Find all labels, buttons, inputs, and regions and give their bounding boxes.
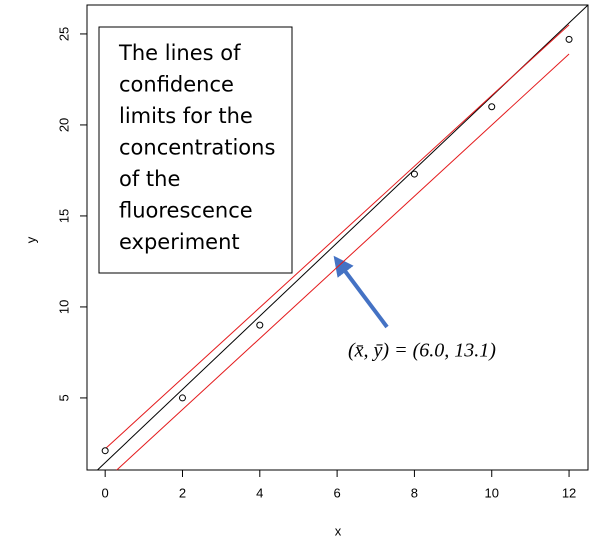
- annotation-frame: [98, 26, 293, 274]
- annotation-arrow-shape: [333, 255, 389, 329]
- point: [101, 447, 109, 455]
- annotation-line: confidence: [119, 73, 234, 97]
- y-tick-label: 25: [56, 27, 71, 41]
- annotation-line: concentrations: [119, 136, 275, 160]
- point: [565, 35, 573, 43]
- x-tick-label: 2: [179, 485, 186, 500]
- annotation-arrow-text: (x̄, ȳ) = (6.0, 13.1): [348, 340, 496, 362]
- y-axis-label: y: [23, 236, 38, 243]
- annotation-line: of the: [119, 167, 180, 191]
- fit-line: [116, 53, 570, 471]
- x-tick-label: 4: [256, 485, 263, 500]
- x-axis-label: x: [335, 523, 342, 538]
- point: [178, 394, 186, 402]
- point: [488, 103, 496, 111]
- y-tick-label: 15: [56, 209, 71, 223]
- annotation-line: limits for the: [119, 104, 253, 128]
- y-tick-label: 5: [56, 394, 71, 401]
- y-tick-label: 20: [56, 118, 71, 132]
- annotation-line: fluorescence: [119, 199, 253, 223]
- fit-line: [104, 24, 570, 450]
- x-tick-label: 10: [485, 485, 499, 500]
- x-tick-label: 6: [333, 485, 340, 500]
- annotation-line: experiment: [119, 230, 240, 254]
- annotation-box: The lines of confidence limits for the conc…: [98, 26, 293, 274]
- x-tick-label: 8: [411, 485, 418, 500]
- annotation-line: The lines of: [118, 41, 241, 65]
- x-tick-label: 0: [102, 485, 109, 500]
- x-tick-label: 12: [562, 485, 576, 500]
- point: [256, 321, 264, 329]
- point: [410, 170, 418, 178]
- y-tick-label: 10: [56, 300, 71, 314]
